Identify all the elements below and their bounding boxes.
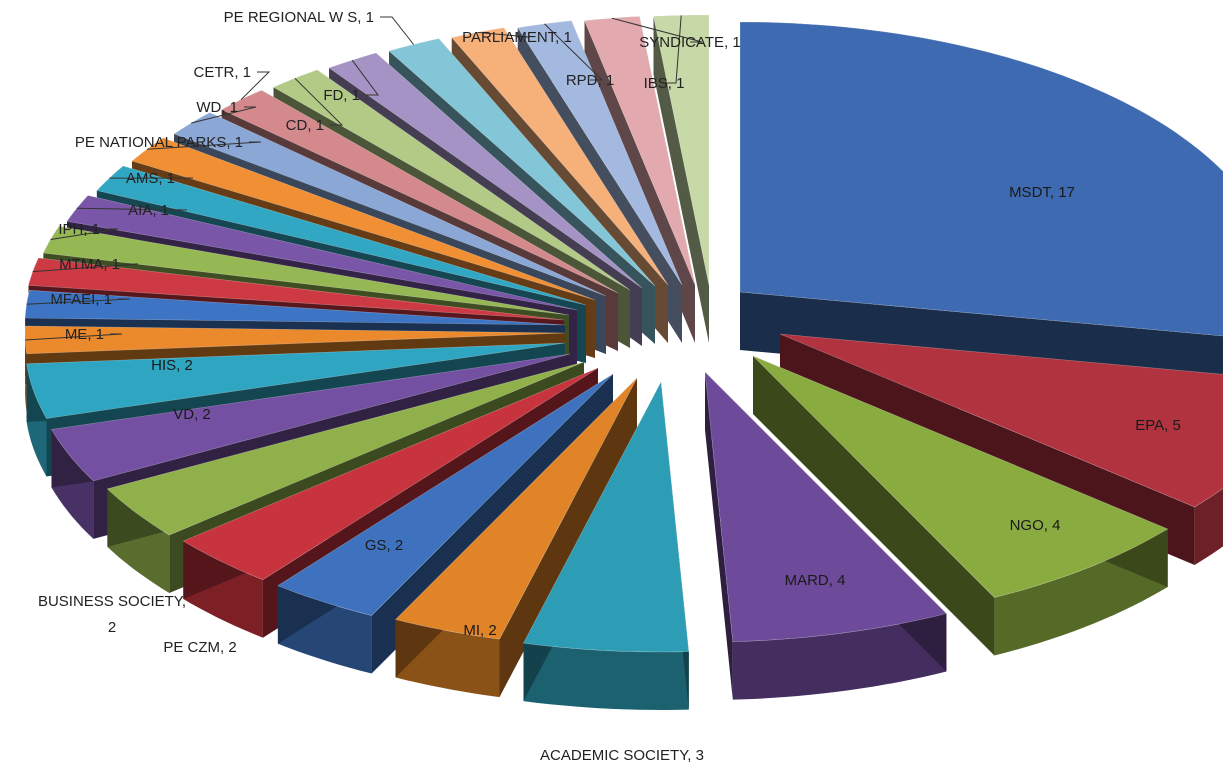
- data-label-mtma: MTMA, 1: [59, 256, 120, 273]
- data-label-business-society: BUSINESS SOCIETY, 2: [38, 593, 186, 636]
- data-label-pe-czm: PE CZM, 2: [163, 639, 236, 656]
- data-label-his: HIS, 2: [151, 357, 193, 374]
- leader-line-parliament: [477, 31, 530, 38]
- data-label-cetr: CETR, 1: [193, 64, 251, 81]
- data-label-mard: MARD, 4: [785, 572, 846, 589]
- slice-mi: [395, 377, 638, 640]
- data-label-mfaei: MFAEI, 1: [50, 291, 112, 308]
- data-label-aia: AIA, 1: [128, 202, 169, 219]
- data-label-me: ME, 1: [65, 326, 104, 343]
- leader-line-cd: [294, 77, 344, 126]
- leader-line-mfaei: [26, 298, 131, 305]
- data-label-ibs: IBS, 1: [644, 75, 685, 92]
- slice-side-epa: [1194, 488, 1223, 565]
- slice-mard: [704, 371, 947, 642]
- slice-pe-czm: [182, 367, 599, 581]
- slice-side-academic-society: [523, 643, 689, 710]
- data-label-gs: GS, 2: [365, 537, 403, 554]
- leader-line-pe-regional-w-s: [380, 16, 414, 45]
- leader-line-rpd: [544, 23, 604, 81]
- slice-msdt: [739, 21, 1223, 337]
- slice-side-mard: [732, 613, 947, 700]
- data-label-vd: VD, 2: [173, 406, 211, 423]
- slice-cut-ibs: [653, 16, 709, 344]
- slice-epa: [779, 333, 1223, 508]
- slice-business-society: [106, 361, 585, 536]
- leader-line-wd: [191, 106, 257, 124]
- slice-cut-ngo: [753, 356, 995, 656]
- data-label-ngo: NGO, 4: [1010, 517, 1061, 534]
- leader-line-cetr: [240, 71, 271, 100]
- leader-line-aia: [76, 207, 188, 211]
- data-label-epa: EPA, 5: [1135, 417, 1181, 434]
- slice-gs: [277, 373, 614, 616]
- leader-line-syndicate: [611, 17, 703, 43]
- slice-tops-layer: [24, 14, 1223, 653]
- data-label-msdt: MSDT, 17: [1009, 184, 1075, 201]
- data-label-rpd: RPD, 1: [566, 72, 614, 89]
- data-label-mi: MI, 2: [463, 622, 496, 639]
- leader-line-me: [25, 333, 123, 341]
- data-label-wd: WD, 1: [196, 99, 238, 116]
- leader-line-ibs: [664, 15, 682, 84]
- leader-line-iph: [50, 228, 119, 240]
- data-label-parliament: PARLIAMENT, 1: [462, 29, 572, 46]
- slice-cut-mard: [705, 372, 733, 700]
- slice-ngo: [752, 355, 1169, 598]
- slice-his: [26, 342, 566, 419]
- data-label-fd: FD, 1: [323, 87, 360, 104]
- data-label-cd: CD, 1: [286, 117, 324, 134]
- leader-line-fd: [351, 59, 379, 96]
- slice-academic-society: [523, 380, 690, 653]
- data-label-syndicate: SYNDICATE, 1: [639, 34, 740, 51]
- data-label-ams: AMS, 1: [126, 170, 175, 187]
- data-label-pe-regional-w-s: PE REGIONAL W S, 1: [224, 9, 374, 26]
- leader-line-mtma: [32, 263, 139, 273]
- data-labels-layer: MSDT, 17 EPA, 5 NGO, 4 MARD, 4 ACADEMIC SOCI…: [38, 9, 1181, 764]
- data-label-pe-national-parks: PE NATIONAL PARKS, 1: [75, 134, 243, 151]
- data-label-academic-society: ACADEMIC SOCIETY, 3: [540, 747, 704, 764]
- leader-line-pe-national-parks: [146, 141, 262, 150]
- data-label-iph: IPH, 1: [58, 221, 100, 238]
- leader-lines-layer: [25, 15, 703, 341]
- slice-vd: [51, 353, 571, 482]
